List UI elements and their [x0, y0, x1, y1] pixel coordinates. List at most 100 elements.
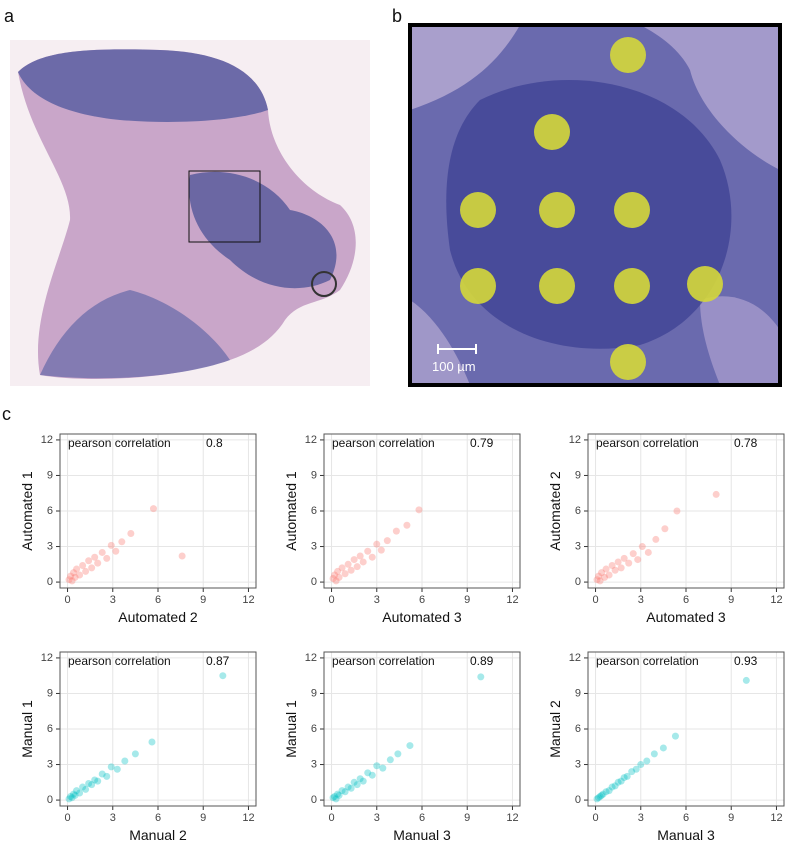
y-tick-label: 3	[575, 758, 581, 770]
plot-frame	[323, 433, 521, 589]
x-tick-label: 6	[155, 594, 161, 606]
point	[359, 777, 367, 785]
point	[148, 738, 156, 746]
point	[353, 563, 361, 571]
point	[103, 772, 111, 780]
point	[334, 790, 342, 798]
point	[712, 490, 720, 498]
point	[103, 554, 111, 562]
x-tick-label: 6	[683, 812, 689, 824]
point	[347, 566, 355, 574]
point	[623, 772, 631, 780]
point	[88, 564, 96, 572]
point	[344, 560, 352, 568]
x-tick-label: 9	[200, 594, 206, 606]
plot-frame	[59, 433, 257, 589]
point	[91, 776, 99, 784]
x-tick-label: 3	[638, 594, 644, 606]
y-tick-label: 9	[311, 469, 317, 481]
x-tick-label: 9	[464, 812, 470, 824]
point	[392, 527, 400, 535]
x-tick-label: 9	[728, 594, 734, 606]
point	[68, 577, 76, 585]
point	[477, 673, 485, 681]
point	[602, 788, 610, 796]
point	[335, 791, 343, 799]
point	[406, 742, 414, 750]
scale-bar-label: 100 µm	[432, 359, 476, 374]
annotation: pearson correlation	[596, 654, 699, 668]
x-tick-label: 6	[155, 812, 161, 824]
point	[353, 781, 361, 789]
point	[596, 793, 604, 801]
x-tick-label: 12	[242, 594, 254, 606]
point	[652, 535, 660, 543]
y-tick-label: 6	[311, 723, 317, 735]
annotation: pearson correlation	[332, 654, 435, 668]
x-tick-label: 3	[110, 812, 116, 824]
point	[338, 564, 346, 572]
point	[113, 765, 121, 773]
correlation-value: 0.93	[734, 654, 758, 668]
x-axis-label: Manual 2	[129, 827, 187, 843]
point	[599, 790, 607, 798]
point	[620, 774, 628, 782]
y-tick-label: 0	[47, 794, 53, 806]
scatter-plot: 0 3 6 9 12 0 3 6 9 12 pearson correlation 0.89 Manua…	[283, 651, 521, 843]
y-tick-label: 3	[575, 540, 581, 552]
point	[149, 505, 157, 513]
y-tick-label: 12	[41, 434, 53, 446]
x-tick-label: 0	[592, 594, 598, 606]
point	[76, 789, 84, 797]
x-tick-label: 12	[770, 594, 782, 606]
point	[611, 782, 619, 790]
x-tick-label: 3	[110, 594, 116, 606]
y-tick-label: 9	[311, 687, 317, 699]
point	[598, 791, 606, 799]
point	[650, 750, 658, 758]
y-tick-label: 3	[311, 540, 317, 552]
annotation: pearson correlation	[68, 436, 171, 450]
point	[671, 732, 679, 740]
y-tick-label: 0	[47, 576, 53, 588]
point	[71, 573, 79, 581]
point	[638, 543, 646, 551]
point	[79, 783, 87, 791]
panel-label: b	[392, 6, 402, 26]
x-tick-label: 0	[64, 812, 70, 824]
annotation: pearson correlation	[596, 436, 699, 450]
point	[82, 567, 90, 575]
point	[605, 571, 613, 579]
point	[617, 777, 625, 785]
point	[415, 506, 423, 514]
y-tick-label: 12	[569, 652, 581, 664]
point	[386, 756, 394, 764]
point	[91, 553, 99, 561]
point	[625, 559, 633, 567]
point	[364, 769, 372, 777]
point	[394, 750, 402, 758]
point	[356, 552, 364, 560]
scatter-plot: 0 3 6 9 12 0 3 6 9 12 pearson correlation 0.8 Automa…	[19, 433, 257, 625]
point	[373, 762, 381, 770]
point	[85, 557, 93, 565]
x-tick-label: 9	[464, 594, 470, 606]
point	[107, 541, 115, 549]
point	[338, 787, 346, 795]
point	[620, 554, 628, 562]
point	[593, 576, 601, 584]
x-tick-label: 0	[328, 812, 334, 824]
x-tick-label: 3	[374, 812, 380, 824]
y-axis-label: Automated 2	[547, 471, 563, 551]
point	[601, 573, 609, 581]
point	[94, 777, 102, 785]
point	[350, 778, 358, 786]
y-axis-label: Automated 1	[283, 471, 299, 551]
point	[73, 787, 81, 795]
y-tick-label: 9	[575, 687, 581, 699]
annotation: pearson correlation	[68, 654, 171, 668]
point	[596, 577, 604, 585]
plot-frame	[587, 433, 785, 589]
y-axis-label: Manual 2	[547, 700, 563, 758]
point	[605, 787, 613, 795]
